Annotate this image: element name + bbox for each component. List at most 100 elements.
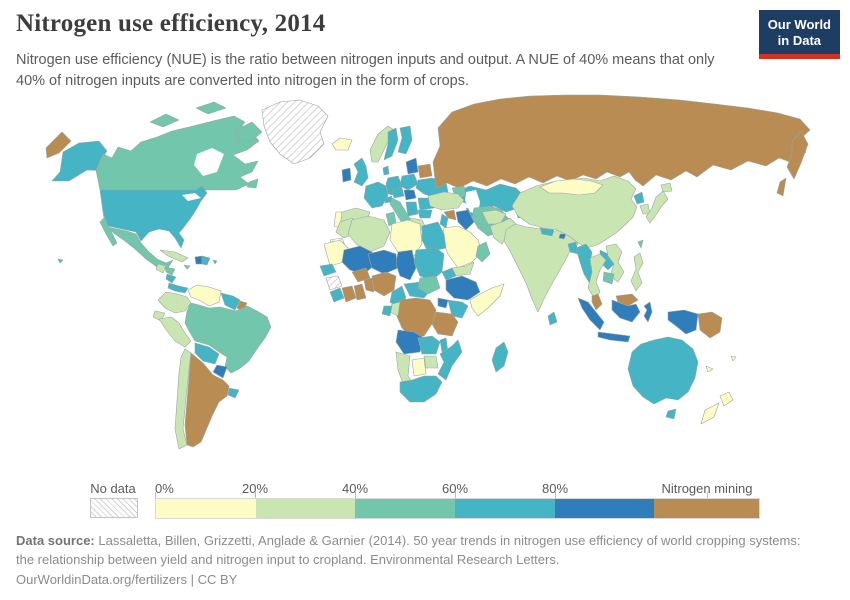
country-cambodia[interactable] bbox=[602, 271, 615, 285]
country-jamaica[interactable] bbox=[183, 264, 191, 270]
country-saudi-arabia[interactable] bbox=[441, 225, 483, 269]
country-costa-rica-panama[interactable] bbox=[167, 282, 189, 294]
country-afghanistan[interactable] bbox=[481, 209, 507, 225]
country-venezuela[interactable] bbox=[187, 284, 222, 307]
country-japan[interactable] bbox=[645, 190, 669, 224]
country-taiwan[interactable] bbox=[637, 239, 644, 249]
country-indonesia-sulawesi[interactable] bbox=[643, 301, 653, 323]
country-finland[interactable] bbox=[397, 125, 413, 155]
legend-swatch-60-80[interactable] bbox=[455, 498, 555, 519]
country-indonesia-papua[interactable] bbox=[667, 309, 699, 335]
country-russia[interactable] bbox=[432, 94, 811, 189]
country-tunisia[interactable] bbox=[385, 211, 397, 227]
country-mali[interactable] bbox=[341, 245, 377, 275]
country-north-korea[interactable] bbox=[633, 191, 645, 205]
country-eritrea[interactable] bbox=[441, 267, 457, 281]
country-algeria[interactable] bbox=[347, 215, 391, 253]
country-vietnam[interactable] bbox=[605, 243, 625, 283]
country-south-korea[interactable] bbox=[639, 203, 651, 215]
country-guinea[interactable] bbox=[325, 275, 343, 291]
country-cuba[interactable] bbox=[159, 249, 189, 263]
country-bulgaria[interactable] bbox=[417, 209, 433, 219]
country-baltic-states[interactable] bbox=[405, 157, 419, 175]
country-nigeria[interactable] bbox=[371, 271, 397, 297]
country-iraq[interactable] bbox=[455, 209, 475, 231]
country-russia-kamchatka[interactable] bbox=[786, 130, 809, 180]
country-niger[interactable] bbox=[367, 249, 399, 275]
country-france[interactable] bbox=[363, 181, 389, 209]
country-mozambique[interactable] bbox=[437, 339, 463, 381]
country-mongolia[interactable] bbox=[539, 178, 604, 196]
country-ivory-coast[interactable] bbox=[341, 285, 357, 303]
legend-swatch-40-60[interactable] bbox=[355, 498, 456, 519]
country-poland[interactable] bbox=[399, 173, 419, 191]
country-colombia[interactable] bbox=[157, 291, 192, 314]
country-belarus[interactable] bbox=[417, 163, 433, 179]
country-iceland[interactable] bbox=[331, 137, 353, 151]
country-honduras[interactable] bbox=[164, 266, 176, 276]
country-ghana[interactable] bbox=[353, 283, 367, 301]
country-serbia-balkans[interactable] bbox=[405, 201, 419, 217]
country-uganda[interactable] bbox=[437, 297, 449, 309]
country-haiti[interactable] bbox=[194, 255, 203, 265]
country-sri-lanka[interactable] bbox=[547, 311, 558, 326]
country-austria-czechia[interactable] bbox=[391, 187, 405, 199]
country-guyana-suriname[interactable] bbox=[220, 292, 241, 311]
country-united-states[interactable] bbox=[99, 185, 208, 249]
country-dr-congo[interactable] bbox=[395, 297, 437, 339]
legend-swatch-20-40[interactable] bbox=[255, 498, 356, 519]
country-sweden[interactable] bbox=[383, 127, 399, 161]
country-guatemala[interactable] bbox=[155, 263, 167, 274]
legend-swatch-0-20[interactable] bbox=[155, 498, 256, 519]
country-canada-island-2[interactable] bbox=[195, 101, 227, 115]
country-zambia[interactable] bbox=[417, 335, 441, 355]
country-burkina-faso[interactable] bbox=[351, 267, 371, 283]
country-india[interactable] bbox=[503, 223, 579, 313]
country-ethiopia[interactable] bbox=[445, 275, 481, 301]
country-peru[interactable] bbox=[158, 316, 192, 348]
country-nicaragua[interactable] bbox=[165, 273, 177, 284]
legend-color-bar[interactable] bbox=[155, 498, 761, 519]
country-hawaii[interactable] bbox=[57, 258, 64, 264]
country-oman[interactable] bbox=[475, 241, 491, 263]
country-paraguay[interactable] bbox=[212, 364, 228, 379]
country-indonesia-sumatra[interactable] bbox=[577, 297, 605, 331]
country-canada-island-1[interactable] bbox=[149, 113, 180, 128]
country-indonesia-java[interactable] bbox=[597, 331, 631, 343]
country-sierra-leone-liberia[interactable] bbox=[329, 287, 345, 303]
country-angola[interactable] bbox=[395, 329, 425, 355]
country-australia[interactable] bbox=[627, 336, 699, 405]
country-thailand[interactable] bbox=[587, 253, 607, 299]
country-indonesia-borneo[interactable] bbox=[611, 299, 641, 323]
country-madagascar[interactable] bbox=[491, 341, 509, 373]
country-dominican-republic[interactable] bbox=[201, 255, 211, 266]
country-canada-baffin[interactable] bbox=[235, 121, 263, 143]
country-senegal[interactable] bbox=[319, 263, 337, 277]
country-nepal[interactable] bbox=[539, 227, 555, 237]
country-brazil[interactable] bbox=[184, 302, 272, 374]
country-puerto-rico[interactable] bbox=[212, 259, 218, 265]
country-ireland[interactable] bbox=[341, 167, 352, 183]
country-somalia[interactable] bbox=[469, 283, 505, 317]
country-botswana[interactable] bbox=[411, 357, 427, 377]
country-canada[interactable] bbox=[95, 115, 260, 191]
country-russia-sakhalin[interactable] bbox=[776, 177, 787, 197]
country-canada-newfoundland[interactable] bbox=[246, 178, 259, 189]
country-tanzania[interactable] bbox=[431, 311, 459, 337]
country-chad[interactable] bbox=[395, 249, 417, 281]
country-malaysia-peninsular[interactable] bbox=[591, 293, 603, 311]
owid-logo[interactable]: Our World in Data bbox=[758, 10, 840, 60]
country-new-caledonia[interactable] bbox=[705, 365, 714, 373]
legend-no-data-swatch[interactable] bbox=[90, 498, 138, 518]
country-uruguay[interactable] bbox=[227, 387, 240, 399]
legend-swatch-mining[interactable] bbox=[654, 498, 761, 519]
country-sudan[interactable] bbox=[413, 247, 445, 281]
country-greenland[interactable] bbox=[261, 99, 329, 165]
country-papua-new-guinea[interactable] bbox=[697, 311, 723, 339]
country-fiji[interactable] bbox=[730, 355, 737, 362]
country-philippines[interactable] bbox=[630, 252, 644, 292]
country-mexico[interactable] bbox=[102, 213, 174, 269]
country-china[interactable] bbox=[511, 175, 638, 249]
country-south-sudan[interactable] bbox=[417, 275, 441, 295]
legend-swatch-80-100[interactable] bbox=[554, 498, 655, 519]
